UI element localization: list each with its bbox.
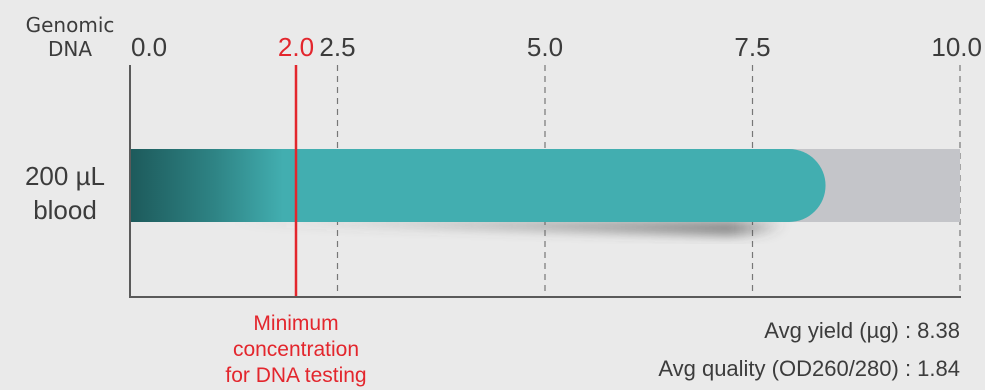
- threshold-tick-label: 2.0: [278, 32, 314, 62]
- corner-label-line-1: Genomic: [26, 13, 115, 37]
- threshold-annotation-line-2: concentration: [233, 338, 359, 361]
- avg-quality-stat: Avg quality (OD260/280) : 1.84: [658, 356, 960, 381]
- bar-blood-200ul: [130, 149, 826, 222]
- corner-label-line-2: DNA: [48, 37, 92, 61]
- x-tick-label-0: 0.0: [131, 32, 167, 62]
- x-tick-label-3: 7.5: [734, 32, 770, 62]
- x-tick-label-2: 5.0: [527, 32, 563, 62]
- bar-shadow: [230, 220, 787, 236]
- axes: [129, 65, 961, 298]
- category-label-line-2: blood: [33, 195, 97, 225]
- avg-yield-stat: Avg yield (µg) : 8.38: [764, 318, 960, 343]
- x-tick-labels: 0.0 2.5 5.0 7.5 10.0: [131, 32, 982, 62]
- threshold-annotation-line-1: Minimum: [253, 312, 338, 335]
- x-tick-label-1: 2.5: [319, 32, 355, 62]
- threshold-annotation-line-3: for DNA testing: [225, 364, 366, 387]
- x-tick-label-4: 10.0: [931, 32, 982, 62]
- category-label-line-1: 200 µL: [25, 161, 105, 191]
